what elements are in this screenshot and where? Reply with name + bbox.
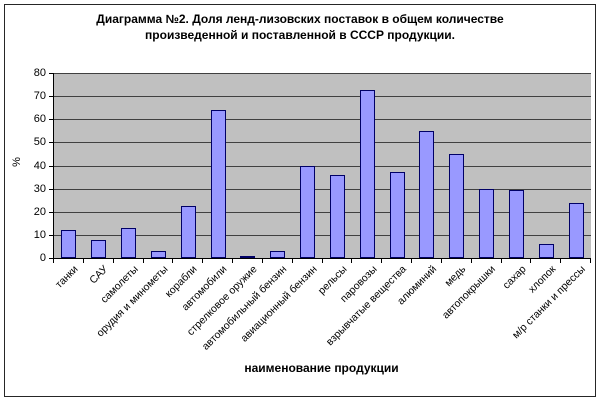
bar-13	[449, 153, 465, 258]
x-tick-mark	[440, 259, 442, 263]
gridline-50	[54, 142, 591, 144]
bar-6	[240, 256, 256, 258]
y-tick-label-80: 80	[33, 67, 46, 79]
bar-14	[479, 188, 495, 258]
plot-area	[53, 73, 591, 259]
y-tick-label-40: 40	[33, 159, 46, 172]
gridline-80	[54, 73, 591, 74]
gridline-10	[54, 234, 591, 236]
y-tick-mark	[49, 96, 53, 98]
x-tick-mark	[530, 259, 532, 263]
x-tick-mark	[142, 259, 144, 263]
x-axis-title: наименование продукции	[244, 361, 399, 375]
y-tick-mark	[49, 119, 53, 121]
x-tick-mark	[500, 259, 502, 263]
y-tick-label-20: 20	[33, 205, 46, 218]
bar-4	[180, 205, 196, 258]
y-tick-mark	[49, 211, 53, 213]
gridline-40	[54, 165, 591, 167]
x-tick-mark	[232, 259, 233, 263]
x-tick-mark	[470, 259, 472, 263]
x-tick-mark	[261, 259, 263, 263]
x-tick-mark	[351, 259, 353, 263]
x-tick-mark	[291, 259, 293, 263]
x-tick-mark	[172, 259, 174, 263]
y-tick-mark	[49, 73, 53, 74]
bar-9	[329, 174, 345, 258]
bar-15	[508, 189, 524, 258]
chart-title: Диаграмма №2. Доля ленд-лизовских постав…	[0, 11, 600, 43]
bar-8	[300, 165, 316, 258]
y-tick-mark	[49, 142, 53, 144]
bar-0	[61, 230, 77, 258]
y-tick-mark	[49, 258, 53, 259]
y-tick-mark	[49, 234, 53, 236]
x-tick-mark	[82, 259, 84, 263]
bar-2	[121, 227, 137, 258]
x-tick-mark	[202, 259, 204, 263]
gridline-20	[54, 211, 591, 213]
x-tick-mark	[590, 259, 591, 263]
y-tick-label-10: 10	[33, 228, 46, 241]
y-tick-label-50: 50	[33, 136, 46, 149]
y-tick-mark	[49, 165, 53, 167]
y-tick-label-70: 70	[33, 90, 46, 103]
bar-10	[359, 90, 375, 258]
bar-16	[538, 244, 554, 258]
chart-title-line-2: произведенной и поставленной в СССР прод…	[145, 28, 455, 42]
y-tick-mark	[49, 188, 53, 190]
bar-3	[150, 251, 166, 258]
gridline-70	[54, 96, 591, 98]
x-tick-mark	[411, 259, 412, 263]
y-tick-label-30: 30	[33, 182, 46, 195]
bar-17	[568, 202, 584, 258]
bar-12	[419, 130, 435, 258]
bar-1	[91, 239, 107, 258]
y-tick-label-0: 0	[39, 252, 46, 264]
x-tick-mark	[381, 259, 383, 263]
gridline-30	[54, 188, 591, 190]
x-tick-mark	[321, 259, 323, 263]
gridline-60	[54, 119, 591, 121]
chart-title-line-1: Диаграмма №2. Доля ленд-лизовских постав…	[96, 12, 504, 26]
bar-11	[389, 172, 405, 258]
x-tick-mark	[560, 259, 562, 263]
x-tick-mark	[112, 259, 114, 263]
bar-7	[270, 251, 286, 258]
bar-5	[210, 110, 226, 258]
y-tick-label-60: 60	[33, 113, 46, 126]
x-tick-mark	[53, 259, 54, 263]
